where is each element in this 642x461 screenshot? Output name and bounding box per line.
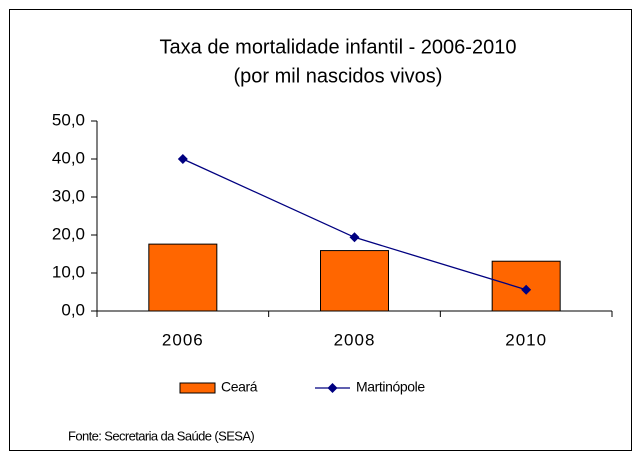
legend-label: Martinópole [356, 379, 425, 395]
legend-marker [327, 383, 338, 393]
chart-title: Taxa de mortalidade infantil - 2006-2010 [160, 36, 517, 58]
line-marker [177, 154, 188, 164]
chart-border [9, 9, 632, 451]
line-marker [521, 284, 532, 295]
y-tick-label: 0,0 [61, 300, 85, 319]
legend-label: Ceará [221, 379, 258, 395]
legend-swatch [179, 382, 216, 394]
y-tick-label: 30,0 [52, 186, 85, 205]
line-marker [349, 232, 360, 243]
x-tick-label: 2006 [162, 330, 204, 349]
x-tick-label: 2008 [334, 330, 376, 349]
y-tick-label: 40,0 [52, 148, 85, 167]
y-tick-label: 50,0 [52, 110, 85, 129]
bar [148, 243, 218, 312]
chart-subtitle: (por mil nascidos vivos) [234, 65, 443, 87]
y-tick-label: 20,0 [52, 224, 85, 243]
x-tick-label: 2010 [505, 330, 547, 349]
bar [320, 250, 389, 312]
y-tick-label: 10,0 [52, 262, 85, 281]
source-note: Fonte: Secretaria da Saúde (SESA) [68, 428, 254, 443]
